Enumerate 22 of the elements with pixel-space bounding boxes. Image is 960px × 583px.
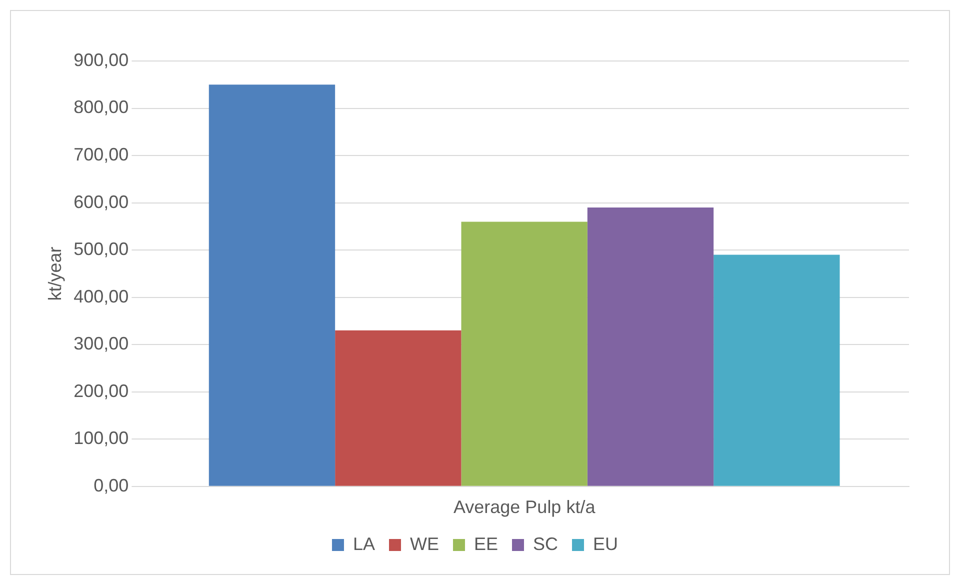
legend-label: EE <box>474 534 498 554</box>
y-tick-label: 0,00 <box>94 475 129 496</box>
legend-label: SC <box>533 534 558 554</box>
bar <box>208 84 336 486</box>
legend-label: EU <box>593 534 618 554</box>
bar <box>335 330 462 486</box>
x-tick-label: Average Pulp kt/a <box>453 497 596 518</box>
y-tick-label: 600,00 <box>74 192 129 212</box>
y-tick-label: 500,00 <box>74 239 129 260</box>
y-tick-label: 800,00 <box>74 97 129 118</box>
y-tick-label: 100,00 <box>74 428 129 448</box>
y-axis-title: kt/year <box>44 246 65 301</box>
y-tick-label: 900,00 <box>74 50 129 70</box>
bar <box>714 254 840 486</box>
y-tick-label: 400,00 <box>74 286 129 306</box>
bar <box>587 208 714 486</box>
y-tick-label: 300,00 <box>74 334 129 354</box>
y-tick-label: 700,00 <box>74 144 129 164</box>
legend-label: LA <box>352 534 376 554</box>
legend-label: WE <box>410 534 439 554</box>
bar <box>461 222 588 486</box>
y-tick-label: 200,00 <box>74 380 129 401</box>
